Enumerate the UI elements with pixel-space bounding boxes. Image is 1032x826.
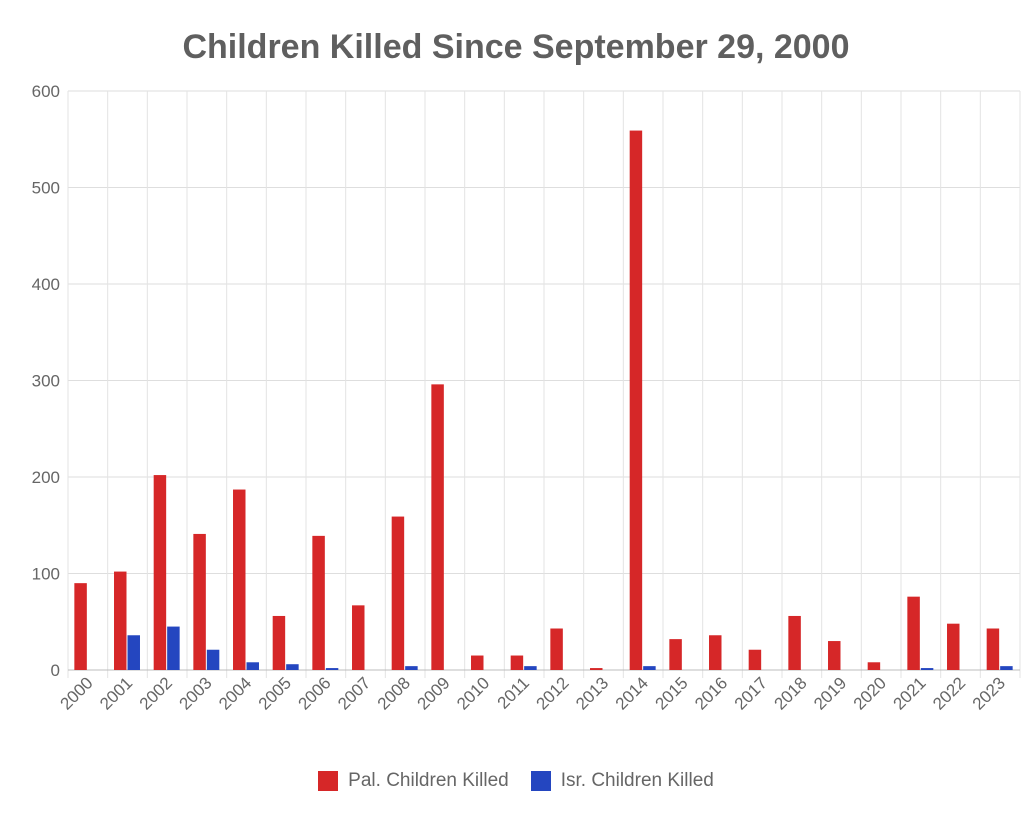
bar-isr-2023 <box>1000 666 1013 670</box>
bar-pal-2012 <box>550 628 563 670</box>
bar-pal-2018 <box>788 615 801 670</box>
bar-pal-2004 <box>233 489 246 670</box>
bar-isr-2005 <box>286 664 299 670</box>
x-tick-label: 2011 <box>494 673 533 712</box>
bar-pal-2015 <box>669 639 682 670</box>
x-tick-label: 2013 <box>572 673 612 713</box>
bar-isr-2002 <box>167 626 180 670</box>
bar-pal-2017 <box>748 649 762 670</box>
legend-label: Pal. Children Killed <box>348 770 509 791</box>
y-tick-label: 300 <box>32 372 60 391</box>
bar-isr-2006 <box>325 668 339 670</box>
bar-pal-2000 <box>74 583 87 670</box>
y-tick-label: 600 <box>32 82 60 101</box>
bar-pal-2019 <box>828 641 841 670</box>
bar-pal-2013 <box>590 668 603 670</box>
legend-swatch <box>318 771 339 791</box>
bar-pal-2002 <box>153 475 167 670</box>
y-tick-label: 500 <box>32 179 60 198</box>
bar-pal-2010 <box>471 655 484 670</box>
bar-isr-2004 <box>246 662 259 670</box>
legend-item: Isr. Children Killed <box>530 770 714 792</box>
bar-pal-2005 <box>272 615 286 670</box>
legend: Pal. Children Killed Isr. Children Killed <box>0 770 1032 792</box>
x-tick-label: 2008 <box>374 673 414 713</box>
x-tick-label: 2003 <box>175 673 215 713</box>
y-tick-label: 400 <box>32 275 60 294</box>
x-tick-label: 2009 <box>413 673 453 713</box>
bar-pal-2009 <box>431 384 444 670</box>
bar-isr-2011 <box>524 666 537 670</box>
x-tick-label: 2015 <box>651 673 691 713</box>
bar-isr-2021 <box>920 668 934 670</box>
bar-pal-2020 <box>867 662 881 670</box>
x-tick-label: 2016 <box>691 673 731 713</box>
legend-item: Pal. Children Killed <box>318 770 509 792</box>
grid-lines <box>67 90 1021 678</box>
y-tick-label: 200 <box>32 468 60 487</box>
bar-pal-2001 <box>114 571 127 670</box>
x-tick-label: 2022 <box>929 673 969 713</box>
bars <box>74 130 1013 670</box>
x-tick-label: 2012 <box>532 673 572 713</box>
bar-pal-2016 <box>709 635 722 670</box>
bar-pal-2007 <box>352 605 365 670</box>
bar-chart: 0 100 200 300 400 500 600 2000 2001 2002 2003 2004… <box>32 82 1021 714</box>
x-tick-label: 2023 <box>969 673 1009 713</box>
legend-swatch <box>530 771 551 791</box>
bar-pal-2022 <box>947 623 960 670</box>
x-tick-label: 2007 <box>334 673 374 713</box>
legend-label: Isr. Children Killed <box>560 770 714 791</box>
y-tick-label: 0 <box>51 661 60 680</box>
y-tick-label: 100 <box>32 565 60 584</box>
x-tick-label: 2005 <box>255 673 295 713</box>
x-tick-label: 2018 <box>770 673 810 713</box>
x-tick-label: 2014 <box>612 673 652 713</box>
bar-isr-2003 <box>206 649 220 670</box>
bar-pal-2023 <box>986 628 1000 670</box>
x-tick-label: 2006 <box>294 673 334 713</box>
y-axis-ticks: 0 100 200 300 400 500 600 <box>32 82 60 680</box>
x-axis-ticks: 2000 2001 2002 2003 2004 2005 2006 2007 2008 2009… <box>56 673 1009 713</box>
x-tick-label: 2002 <box>136 673 176 713</box>
bar-pal-2006 <box>312 535 325 670</box>
x-tick-label: 2010 <box>453 673 493 713</box>
bar-pal-2008 <box>391 516 405 670</box>
x-tick-label: 2004 <box>215 673 255 713</box>
bar-isr-2001 <box>127 635 140 670</box>
bar-isr-2008 <box>405 666 418 670</box>
bar-isr-2014 <box>643 666 656 670</box>
x-tick-label: 2000 <box>56 673 96 713</box>
x-tick-label: 2001 <box>96 673 136 713</box>
x-tick-label: 2021 <box>889 673 929 713</box>
x-tick-label: 2017 <box>731 673 771 713</box>
bar-pal-2003 <box>193 533 206 670</box>
x-tick-label: 2019 <box>810 673 850 713</box>
chart-title: Children Killed Since September 29, 2000 <box>182 28 850 66</box>
x-tick-label: 2020 <box>850 673 890 713</box>
bar-pal-2021 <box>907 596 920 670</box>
bar-pal-2011 <box>510 655 524 670</box>
bar-pal-2014 <box>629 130 643 670</box>
